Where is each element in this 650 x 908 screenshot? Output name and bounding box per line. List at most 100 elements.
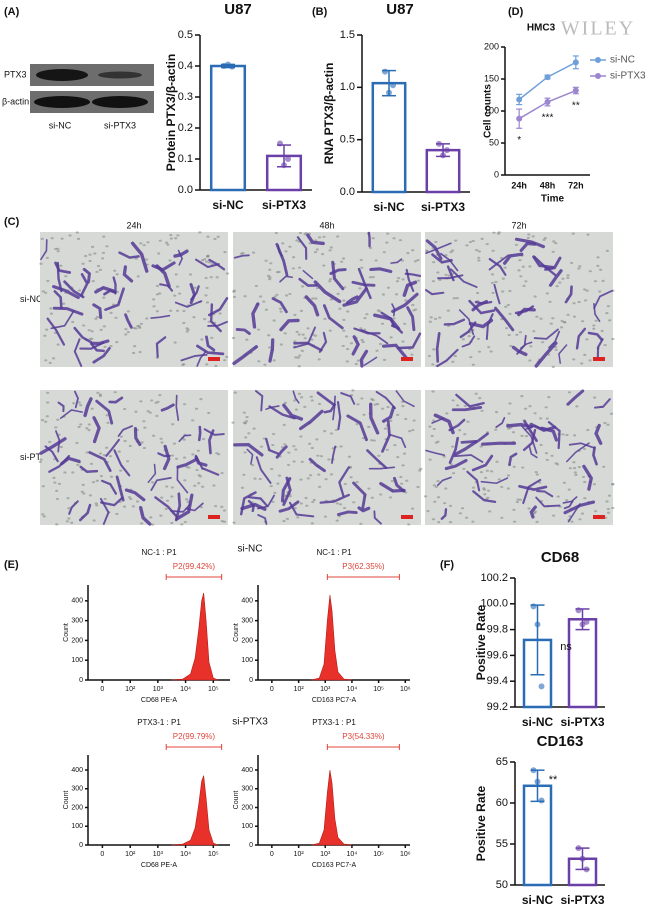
pore <box>158 393 162 397</box>
pore <box>372 439 376 442</box>
pore <box>569 261 574 265</box>
pore <box>152 434 156 437</box>
pore <box>115 273 119 276</box>
pore <box>288 292 292 296</box>
cell <box>381 405 396 423</box>
pore <box>155 284 160 288</box>
pore <box>67 517 71 520</box>
pore <box>157 252 161 255</box>
cell <box>190 285 200 301</box>
x-tick-label: 0 <box>100 851 104 858</box>
pore <box>573 471 577 474</box>
pore <box>101 251 106 254</box>
pore <box>485 469 490 472</box>
pore <box>187 466 191 469</box>
cell <box>196 350 207 367</box>
pore <box>570 520 574 523</box>
column-label: 48h <box>319 220 334 230</box>
chart-title: U87 <box>224 1 252 18</box>
data-point <box>285 156 291 162</box>
pore <box>144 258 149 261</box>
cell <box>174 300 203 308</box>
pore <box>275 270 280 274</box>
pore <box>41 290 45 293</box>
pore <box>511 431 516 434</box>
pore <box>404 299 408 302</box>
pore <box>122 505 127 508</box>
pore <box>411 507 415 510</box>
pore <box>549 322 553 325</box>
pore <box>269 262 273 265</box>
scale-bar <box>208 357 220 361</box>
pore <box>585 338 589 341</box>
pore <box>463 433 467 436</box>
chart-title: PTX3-1 : P1 <box>137 718 181 727</box>
pore <box>448 504 453 507</box>
pore <box>60 237 64 240</box>
pore <box>40 418 45 422</box>
pore <box>182 321 186 325</box>
y-tick-label: 200 <box>71 637 83 644</box>
data-point <box>386 89 392 96</box>
row-label: si-NC <box>20 294 43 304</box>
y-tick-label: 0.5 <box>178 29 193 41</box>
pore <box>95 479 99 482</box>
row-label: si-PTX3 <box>20 452 52 462</box>
pore <box>475 249 479 252</box>
pore <box>299 478 303 481</box>
pore <box>471 486 476 489</box>
x-tick-label: 10⁵ <box>208 851 219 858</box>
cell <box>108 396 124 404</box>
pore <box>142 244 146 247</box>
pore <box>327 458 331 461</box>
cell <box>493 283 501 305</box>
pore <box>247 432 251 435</box>
cell <box>104 287 125 311</box>
x-tick-label: si-NC <box>522 715 554 729</box>
cell <box>331 260 345 291</box>
pore <box>87 423 91 426</box>
y-tick-label: 0.0 <box>340 186 355 198</box>
cell <box>338 466 350 498</box>
pore <box>483 476 488 479</box>
cell <box>402 280 418 297</box>
pore <box>336 292 340 295</box>
pore <box>408 430 412 433</box>
y-tick-label: 99.8 <box>487 624 508 636</box>
pore <box>185 498 189 501</box>
pore <box>398 239 403 242</box>
pore <box>192 316 196 319</box>
pore <box>96 315 100 319</box>
pore <box>46 391 50 394</box>
scale-bar <box>593 357 605 361</box>
pore <box>94 317 98 320</box>
pore <box>217 453 221 456</box>
pore <box>362 413 366 416</box>
pore <box>458 512 463 515</box>
cell <box>566 442 590 463</box>
cell <box>205 335 216 352</box>
cell <box>425 449 446 456</box>
pore <box>242 411 246 414</box>
pore <box>82 492 86 495</box>
pore <box>134 257 138 260</box>
cell <box>115 475 125 502</box>
pore <box>256 328 261 331</box>
histogram-area <box>171 775 219 846</box>
pore <box>365 313 369 316</box>
cell <box>73 338 83 367</box>
pore <box>464 516 469 519</box>
cell <box>60 456 81 466</box>
pore <box>434 485 438 489</box>
cell <box>346 414 368 442</box>
data-point <box>382 68 388 75</box>
pore <box>572 315 577 318</box>
pore <box>312 498 316 502</box>
pore <box>222 520 227 523</box>
pore <box>252 427 256 430</box>
pore <box>416 279 420 282</box>
pore <box>62 302 66 305</box>
cell <box>366 449 388 470</box>
pore <box>263 363 267 366</box>
scale-bar <box>401 515 413 519</box>
